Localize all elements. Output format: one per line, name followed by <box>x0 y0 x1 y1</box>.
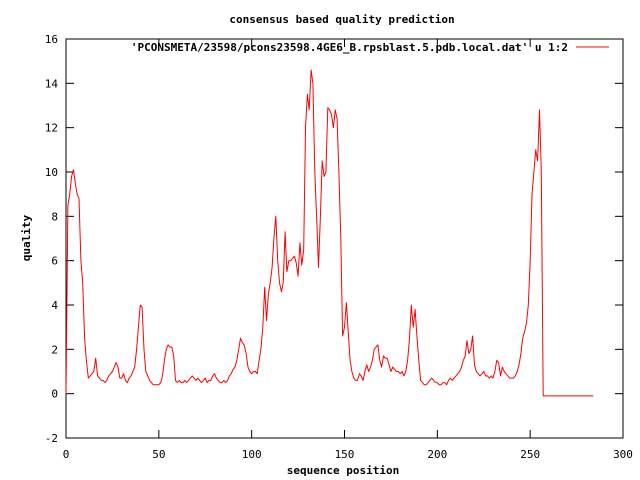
chart-title: consensus based quality prediction <box>229 13 454 26</box>
x-tick-label: 50 <box>152 448 165 461</box>
x-tick-label: 250 <box>520 448 540 461</box>
x-tick-label: 100 <box>242 448 262 461</box>
y-tick-label: 16 <box>45 33 58 46</box>
x-tick-label: 300 <box>613 448 633 461</box>
legend-label: 'PCONSMETA/23598/pcons23598.4GE6_B.rpsbl… <box>131 41 568 54</box>
legend: 'PCONSMETA/23598/pcons23598.4GE6_B.rpsbl… <box>131 41 609 54</box>
y-tick-label: 8 <box>51 210 58 223</box>
x-tick-label: 200 <box>427 448 447 461</box>
y-tick-label: 2 <box>51 343 58 356</box>
series-line <box>65 69 594 397</box>
x-tick-label: 0 <box>63 448 70 461</box>
y-tick-label: 0 <box>51 388 58 401</box>
y-axis-title: quality <box>20 214 33 261</box>
y-tick-label: 4 <box>51 299 58 312</box>
plot-frame <box>65 38 624 439</box>
y-tick-label: 6 <box>51 255 58 268</box>
y-tick-label: 12 <box>45 122 58 135</box>
y-tick-label: -2 <box>45 432 58 445</box>
x-tick-label: 150 <box>335 448 355 461</box>
y-tick-label: 10 <box>45 166 58 179</box>
y-tick-label: 14 <box>45 77 59 90</box>
y-axis-ticks: -2 0 2 4 6 8 10 12 14 16 <box>45 33 623 445</box>
x-axis-title: sequence position <box>287 464 400 477</box>
x-axis-ticks: 0 50 100 150 200 250 300 <box>63 39 633 461</box>
